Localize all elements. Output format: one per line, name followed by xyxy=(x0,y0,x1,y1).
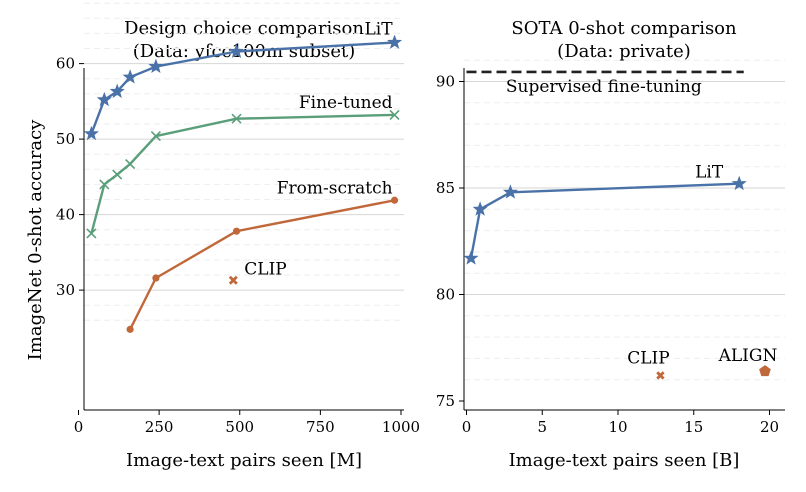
left-y-tick-label: 60 xyxy=(56,55,75,73)
left-x-tick-label: 250 xyxy=(145,418,174,436)
data-point-lit xyxy=(148,58,164,74)
data-point-lit xyxy=(122,69,138,84)
data-point-align xyxy=(759,365,771,377)
left-panel: Design choice comparison (Data: yfcc100m… xyxy=(25,2,420,471)
right-x-axis-label: Image-text pairs seen [B] xyxy=(509,450,740,471)
data-point-lit xyxy=(228,43,245,58)
right-x-tick-label: 20 xyxy=(760,418,779,436)
left-grid xyxy=(84,2,404,321)
left-y-axis-label: ImageNet 0-shot accuracy xyxy=(25,119,46,361)
data-point-lit xyxy=(472,201,488,216)
data-point-from-scratch xyxy=(126,325,134,333)
data-point-fine-tuned xyxy=(231,113,242,124)
right-x-tick-label: 5 xyxy=(537,418,547,436)
data-point-fine-tuned xyxy=(389,109,400,121)
data-point-lit xyxy=(387,34,403,49)
data-point-lit xyxy=(463,250,479,265)
series-line-from-scratch xyxy=(129,199,395,330)
right-y-tick-label: 80 xyxy=(436,286,455,304)
data-point-fine-tuned xyxy=(150,131,161,142)
data-point-from-scratch xyxy=(232,227,241,235)
left-axes: 30 40 50 60 0 250 500 750 1000 xyxy=(56,55,420,436)
left-x-tick-label: 1000 xyxy=(382,418,420,436)
series-label-fine-tuned: Fine-tuned xyxy=(299,93,393,113)
data-point-lit xyxy=(109,83,125,98)
data-point-fine-tuned xyxy=(125,158,136,170)
data-point-clip xyxy=(656,371,665,380)
right-y-tick-label: 75 xyxy=(436,392,455,410)
point-label-clip: CLIP xyxy=(244,259,286,279)
right-marks: Supervised fine-tuning LiT CLIP ALIGN xyxy=(463,70,778,380)
left-y-tick-label: 40 xyxy=(56,206,75,224)
left-marks: LiT Fine-tuned From-scratch CLIP xyxy=(83,19,403,333)
data-point-fine-tuned xyxy=(112,169,123,180)
left-x-tick-label: 0 xyxy=(74,418,84,436)
left-x-axis-label: Image-text pairs seen [M] xyxy=(126,450,362,471)
data-point-lit xyxy=(83,125,99,141)
data-point-clip xyxy=(228,275,238,285)
series-label-lit: LiT xyxy=(364,19,393,39)
point-label-align: ALIGN xyxy=(718,346,778,366)
reference-label-supervised: Supervised fine-tuning xyxy=(506,77,702,97)
point-label-clip: CLIP xyxy=(627,348,669,368)
data-point-lit xyxy=(96,91,112,107)
series-label-lit: LiT xyxy=(695,163,724,183)
left-y-tick-label: 30 xyxy=(56,281,75,299)
series-line-lit xyxy=(469,182,740,259)
left-title: Design choice comparison xyxy=(124,18,364,39)
right-axes: 75 80 85 90 0 5 10 15 20 xyxy=(436,68,785,436)
data-point-from-scratch xyxy=(390,196,399,204)
series-line-fine-tuned xyxy=(90,113,395,234)
right-y-tick-label: 85 xyxy=(436,179,455,197)
data-point-from-scratch xyxy=(152,274,160,282)
data-point-fine-tuned xyxy=(99,179,110,190)
data-point-fine-tuned xyxy=(86,228,97,239)
right-y-tick-label: 90 xyxy=(436,73,455,91)
left-x-tick-label: 500 xyxy=(225,418,254,436)
right-grid xyxy=(464,59,785,381)
right-title: SOTA 0-shot comparison xyxy=(511,18,737,39)
left-x-tick-label: 750 xyxy=(306,418,335,436)
right-x-tick-label: 0 xyxy=(462,418,472,436)
right-x-tick-label: 10 xyxy=(608,418,627,436)
data-point-lit xyxy=(731,175,747,191)
right-panel: SOTA 0-shot comparison (Data: private) 7… xyxy=(436,18,785,471)
right-subtitle: (Data: private) xyxy=(557,41,691,62)
series-label-from-scratch: From-scratch xyxy=(277,178,393,198)
left-y-tick-label: 50 xyxy=(56,130,75,148)
right-x-tick-label: 15 xyxy=(684,418,703,436)
data-point-lit xyxy=(502,184,518,199)
